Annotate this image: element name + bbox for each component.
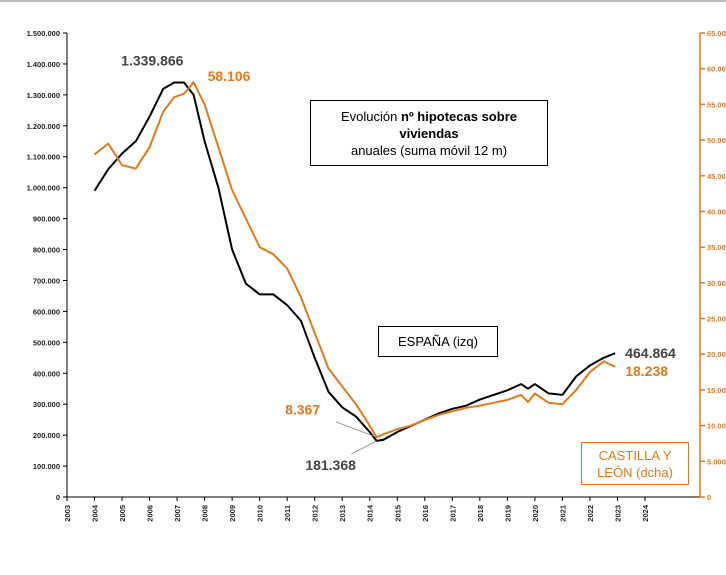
x-tick-label: 2020 [531,505,540,522]
y2-tick-label: 65.000 [707,29,726,38]
data-label: 181.368 [305,457,356,473]
x-tick-label: 2018 [476,505,485,522]
y-tick-label: 200.000 [33,431,60,440]
x-tick-label: 2011 [283,505,292,521]
y2-tick-label: 30.000 [707,279,726,288]
legend-entry: ESPAÑA (izq) [378,326,498,357]
y-tick-label: 800.000 [33,246,60,255]
y-tick-label: 1.200.000 [27,122,60,131]
title-box: Evolución nº hipotecas sobre viviendas a… [310,100,548,166]
data-label: 58.106 [208,68,251,84]
x-tick-label: 2007 [173,505,182,522]
x-tick-label: 2024 [641,504,650,522]
series-line [93,81,616,442]
title-line: Evolución nº hipotecas sobre viviendas [311,108,547,142]
x-tick-label: 2019 [503,505,512,522]
y-tick-label: 1.000.000 [27,184,60,193]
x-tick-label: 2009 [228,505,237,522]
x-tick-label: 2008 [201,505,210,522]
y-tick-label: 0 [56,493,60,502]
x-tick-label: 2015 [393,505,402,522]
y-tick-label: 1.100.000 [27,153,60,162]
y-tick-label: 100.000 [33,462,60,471]
data-label: 8.367 [285,401,320,417]
chart-title-bold: nº hipotecas sobre viviendas [399,108,517,141]
y-tick-label: 700.000 [33,276,60,285]
x-tick-label: 2005 [118,505,127,522]
y-tick-label: 900.000 [33,215,60,224]
y2-tick-label: 0 [707,493,711,502]
series-line [93,81,616,439]
y-tick-label: 1.300.000 [27,91,60,100]
x-tick-label: 2004 [91,504,100,522]
chart-title-line2: anuales (suma móvil 12 m) [350,142,508,158]
y-tick-label: 1.500.000 [27,29,60,38]
data-label: 464.864 [625,345,676,361]
y2-tick-label: 10.000 [707,422,726,431]
y2-tick-label: 40.000 [707,207,726,216]
y2-tick-label: 25.000 [707,315,726,324]
y-tick-label: 1.400.000 [27,60,60,69]
y2-tick-label: 50.000 [707,136,726,145]
y-tick-label: 600.000 [33,307,60,316]
x-tick-label: 2010 [256,505,265,522]
x-tick-label: 2017 [448,505,457,522]
x-tick-label: 2013 [338,505,347,522]
y-tick-label: 500.000 [33,338,60,347]
leader-line [351,440,377,455]
data-label: 1.339.866 [121,53,183,69]
x-tick-label: 2003 [63,505,72,522]
y2-tick-label: 55.000 [707,100,726,109]
y2-tick-label: 60.000 [707,65,726,74]
y2-tick-label: 20.000 [707,350,726,359]
data-label: 18.238 [625,363,668,379]
y-tick-label: 400.000 [33,369,60,378]
y2-tick-label: 45.000 [707,172,726,181]
x-tick-label: 2022 [586,505,595,522]
leader-line [335,421,377,438]
x-tick-label: 2016 [421,505,430,522]
x-tick-label: 2021 [558,505,567,522]
chart-title: Evolución [341,108,401,124]
y2-tick-label: 15.000 [707,386,726,395]
x-tick-label: 2023 [613,505,622,522]
legend-entry: CASTILLA Y LEÓN (dcha) [581,442,689,485]
y2-tick-label: 5.000 [707,457,726,466]
y2-tick-label: 35.000 [707,243,726,252]
x-tick-label: 2006 [146,505,155,522]
y-tick-label: 300.000 [33,400,60,409]
x-tick-label: 2012 [311,505,320,522]
x-tick-label: 2014 [366,504,375,522]
